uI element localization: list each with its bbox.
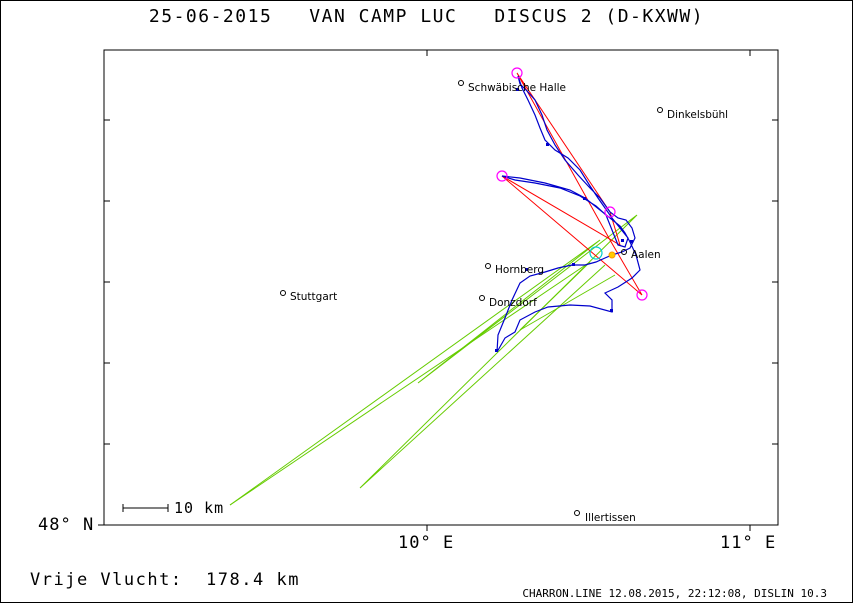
town-marker: [458, 80, 464, 86]
scale-label: 10 km: [174, 499, 225, 517]
town-marker: [621, 249, 627, 255]
towns: Schwäbische Halle Dinkelsbühl Aalen Horn…: [280, 80, 728, 524]
town-marker: [574, 510, 580, 516]
start-circle: [589, 246, 603, 260]
flight-title: 25-06-2015 VAN CAMP LUC DISCUS 2 (D-KXWW…: [148, 6, 705, 27]
turnpoint-2: [496, 170, 508, 182]
town-marker: [479, 295, 485, 301]
town-marker: [485, 263, 491, 269]
turnpoint-1: [511, 67, 523, 79]
turnpoint-4: [636, 289, 648, 301]
town-label: Illertissen: [585, 512, 636, 524]
free-flight-summary: Vrije Vlucht: 178.4 km: [30, 570, 300, 590]
summary-distance: 178.4 km: [206, 570, 300, 590]
town-label: Schwäbische Halle: [468, 82, 566, 94]
town-label: Hornberg: [495, 264, 544, 276]
footer-info: CHARRON.LINE 12.08.2015, 22:12:08, DISLI…: [522, 587, 827, 600]
town-label: Stuttgart: [290, 291, 337, 303]
turnpoints: [496, 67, 648, 301]
town-label: Dinkelsbühl: [667, 109, 728, 121]
scale-bar: [122, 504, 169, 512]
track-points: [495, 88, 633, 352]
finish-marker: [608, 251, 616, 259]
town-marker: [280, 290, 286, 296]
lon-label-11: 11° E: [720, 533, 777, 553]
glide-line-1: [229, 214, 638, 506]
lon-label-10: 10° E: [398, 533, 455, 553]
town-label: Aalen: [631, 249, 661, 261]
glide-lines: [229, 214, 638, 506]
summary-label: Vrije Vlucht:: [30, 570, 183, 590]
turnpoint-3: [604, 206, 616, 218]
town-marker: [657, 107, 663, 113]
glide-line-2: [229, 261, 616, 506]
lat-label: 48° N: [38, 515, 95, 535]
tick-marks: [98, 50, 778, 531]
town-label: Donzdorf: [489, 297, 537, 309]
plot-border: [103, 49, 779, 526]
